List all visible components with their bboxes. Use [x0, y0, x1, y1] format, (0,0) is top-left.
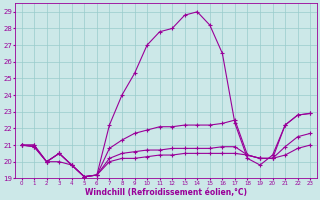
X-axis label: Windchill (Refroidissement éolien,°C): Windchill (Refroidissement éolien,°C)	[85, 188, 247, 197]
